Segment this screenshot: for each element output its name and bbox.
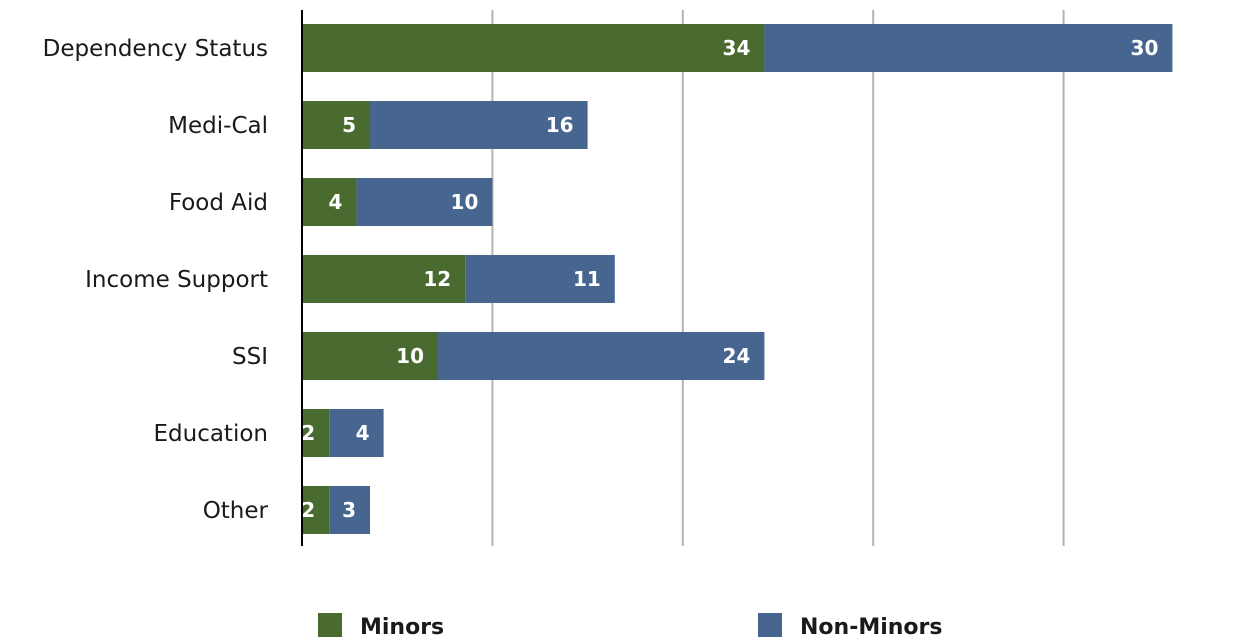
value-label-food-aid-non-minors: 10 bbox=[451, 190, 479, 214]
value-label-education-minors: 2 bbox=[301, 421, 315, 445]
category-label-food-aid: Food Aid bbox=[169, 190, 268, 216]
legend-swatch-minors bbox=[318, 613, 342, 637]
value-label-income-support-minors: 12 bbox=[423, 267, 451, 291]
value-label-other-non-minors: 3 bbox=[342, 498, 356, 522]
category-labels: Dependency Status Medi-Cal Food Aid Income … bbox=[43, 36, 269, 524]
legend-swatch-non-minors bbox=[758, 613, 782, 637]
category-label-dependency-status: Dependency Status bbox=[43, 36, 268, 62]
bar-medi-cal-minors bbox=[302, 101, 370, 149]
bar-income-support-minors bbox=[302, 255, 466, 303]
bar-food-aid-non-minors bbox=[356, 178, 493, 226]
bar-education-minors bbox=[302, 409, 330, 457]
bar-ssi-non-minors bbox=[438, 332, 765, 380]
bar-food-aid-minors bbox=[302, 178, 357, 226]
value-label-dependency-status-non-minors: 30 bbox=[1131, 36, 1159, 60]
bar-other-minors bbox=[302, 486, 330, 534]
value-label-ssi-minors: 10 bbox=[396, 344, 424, 368]
bar-dependency-status-minors bbox=[302, 24, 765, 72]
value-label-food-aid-minors: 4 bbox=[328, 190, 342, 214]
bar-income-support-non-minors bbox=[465, 255, 615, 303]
value-label-ssi-non-minors: 24 bbox=[723, 344, 751, 368]
bar-dependency-status-non-minors bbox=[764, 24, 1173, 72]
value-label-other-minors: 2 bbox=[301, 498, 315, 522]
value-label-education-non-minors: 4 bbox=[356, 421, 370, 445]
category-label-education: Education bbox=[153, 421, 268, 447]
legend-label-minors: Minors bbox=[360, 615, 444, 640]
category-label-income-support: Income Support bbox=[85, 267, 268, 293]
value-label-income-support-non-minors: 11 bbox=[573, 267, 601, 291]
bar-ssi-minors bbox=[302, 332, 438, 380]
value-label-medi-cal-non-minors: 16 bbox=[546, 113, 574, 137]
bar-other-non-minors bbox=[329, 486, 370, 534]
value-label-medi-cal-minors: 5 bbox=[342, 113, 356, 137]
category-label-other: Other bbox=[203, 498, 269, 524]
bar-medi-cal-non-minors bbox=[370, 101, 588, 149]
legend-label-non-minors: Non-Minors bbox=[800, 615, 942, 640]
value-label-dependency-status-minors: 34 bbox=[723, 36, 751, 60]
bar-education-non-minors bbox=[329, 409, 384, 457]
legend: Minors Non-Minors bbox=[318, 613, 942, 640]
category-label-ssi: SSI bbox=[232, 344, 268, 370]
category-label-medi-cal: Medi-Cal bbox=[168, 113, 268, 139]
